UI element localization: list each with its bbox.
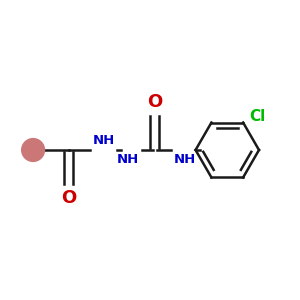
Text: NH: NH bbox=[92, 134, 115, 147]
Text: O: O bbox=[147, 93, 163, 111]
Circle shape bbox=[22, 139, 44, 161]
Text: NH: NH bbox=[117, 153, 139, 167]
Text: O: O bbox=[61, 189, 76, 207]
Text: Cl: Cl bbox=[249, 109, 265, 124]
Text: NH: NH bbox=[174, 153, 196, 167]
